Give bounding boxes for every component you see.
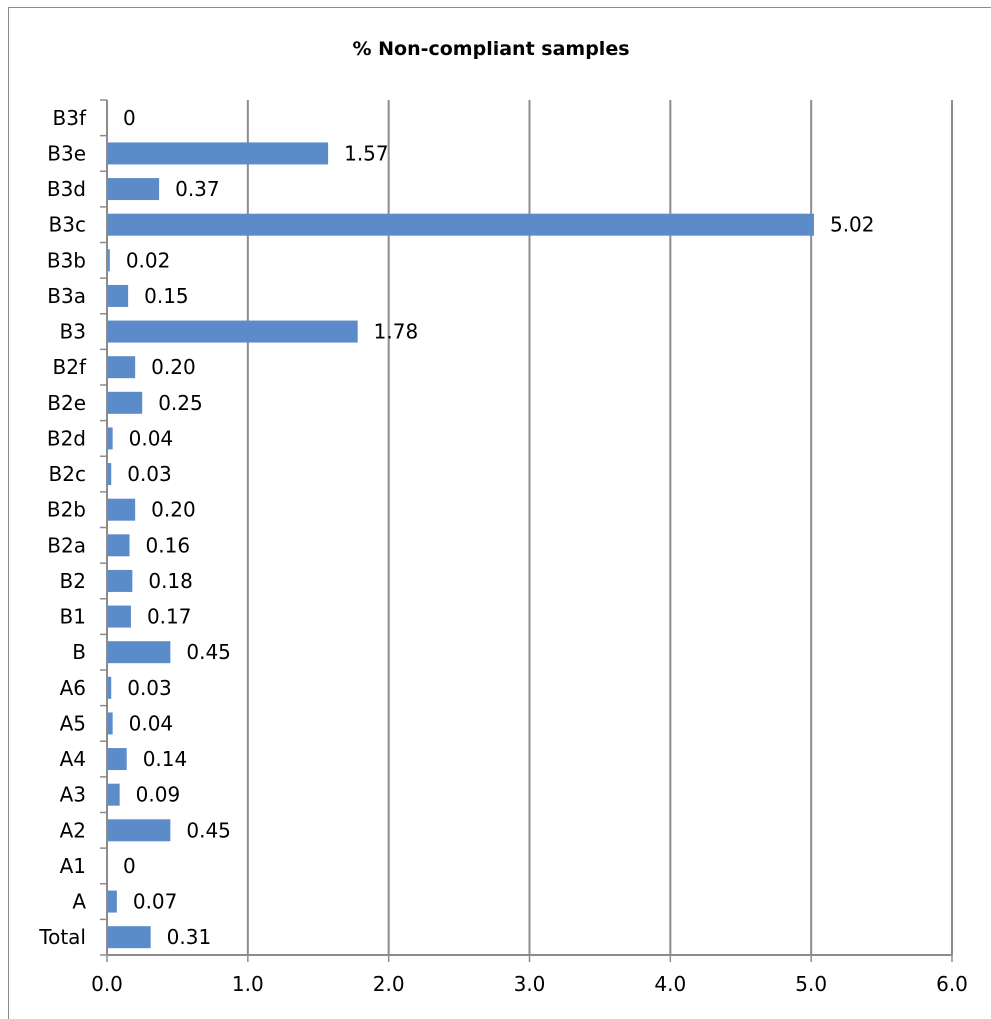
data-label: 0.20	[151, 498, 196, 522]
bars	[107, 142, 814, 949]
category-label: A1	[60, 854, 86, 878]
bar	[107, 712, 113, 735]
axes	[100, 99, 953, 962]
category-label: Total	[38, 925, 86, 949]
data-label: 0.03	[127, 676, 172, 700]
data-label: 0.17	[147, 605, 192, 629]
category-label: B3b	[47, 248, 86, 272]
data-label: 0.07	[133, 890, 178, 914]
bar	[107, 819, 171, 842]
x-tick-label: 3.0	[514, 972, 546, 996]
category-label: B3e	[47, 141, 86, 165]
category-label: B	[72, 640, 86, 664]
x-tick-label: 5.0	[795, 972, 827, 996]
category-label: A2	[60, 818, 86, 842]
category-label: B2c	[49, 462, 86, 486]
data-label: 0.20	[151, 355, 196, 379]
chart-title: % Non-compliant samples	[352, 38, 629, 60]
x-tick-label: 0.0	[91, 972, 123, 996]
category-label: B2e	[47, 391, 86, 415]
bar	[107, 427, 113, 450]
data-label: 0.25	[158, 391, 203, 415]
data-label: 0.02	[126, 248, 171, 272]
data-label: 0.14	[143, 747, 188, 771]
data-label: 5.02	[830, 213, 875, 237]
category-label: A4	[60, 747, 86, 771]
category-label: B3c	[49, 213, 86, 237]
data-label: 0.31	[167, 925, 212, 949]
data-label: 0.45	[186, 818, 231, 842]
data-label: 0.03	[127, 462, 172, 486]
data-label: 0	[123, 106, 136, 130]
bar	[107, 676, 112, 699]
category-label: B3	[60, 320, 86, 344]
bar	[107, 890, 117, 913]
bar	[107, 748, 127, 771]
x-tick-label: 6.0	[936, 972, 968, 996]
labels: 0.0 1.0 2.0 3.0 4.0 5.0 6.0 B3f 0 B3e 1.57 B3d 0.37 B…	[38, 106, 968, 996]
category-label: B2a	[47, 533, 86, 557]
category-label: B3d	[47, 177, 86, 201]
x-tick-label: 1.0	[232, 972, 264, 996]
bar	[107, 498, 136, 521]
bar	[107, 605, 131, 628]
category-label: B2f	[53, 355, 87, 379]
bar	[107, 926, 151, 949]
category-label: B2b	[47, 498, 86, 522]
data-label: 0.18	[148, 569, 193, 593]
bar	[107, 249, 110, 272]
category-label: A5	[60, 711, 86, 735]
category-label: B3f	[53, 106, 87, 130]
gridlines	[246, 100, 953, 955]
category-label: A3	[60, 783, 86, 807]
bar	[107, 178, 160, 201]
data-label: 1.57	[344, 141, 389, 165]
category-label: B1	[60, 605, 86, 629]
category-label: A6	[60, 676, 86, 700]
category-label: B3a	[47, 284, 86, 308]
bar	[107, 463, 112, 486]
category-label: B2d	[47, 426, 86, 450]
x-tick-label: 2.0	[373, 972, 405, 996]
chart-frame	[8, 7, 991, 1019]
category-label: A	[72, 890, 86, 914]
bar	[107, 569, 133, 592]
x-tick-label: 4.0	[654, 972, 686, 996]
data-label: 0	[123, 854, 136, 878]
data-label: 0.37	[175, 177, 220, 201]
data-label: 0.16	[146, 533, 191, 557]
data-label: 0.09	[136, 783, 181, 807]
category-label: B2	[60, 569, 86, 593]
bar	[107, 356, 136, 379]
data-label: 0.04	[129, 711, 174, 735]
bar	[107, 783, 120, 806]
bar	[107, 284, 129, 307]
bar	[107, 142, 329, 165]
data-label: 0.15	[144, 284, 189, 308]
bar	[107, 641, 171, 664]
bar	[107, 391, 143, 414]
data-label: 0.45	[186, 640, 231, 664]
data-label: 1.78	[374, 320, 419, 344]
data-label: 0.04	[129, 426, 174, 450]
bar	[107, 213, 814, 236]
bar	[107, 320, 358, 343]
bar	[107, 534, 130, 557]
